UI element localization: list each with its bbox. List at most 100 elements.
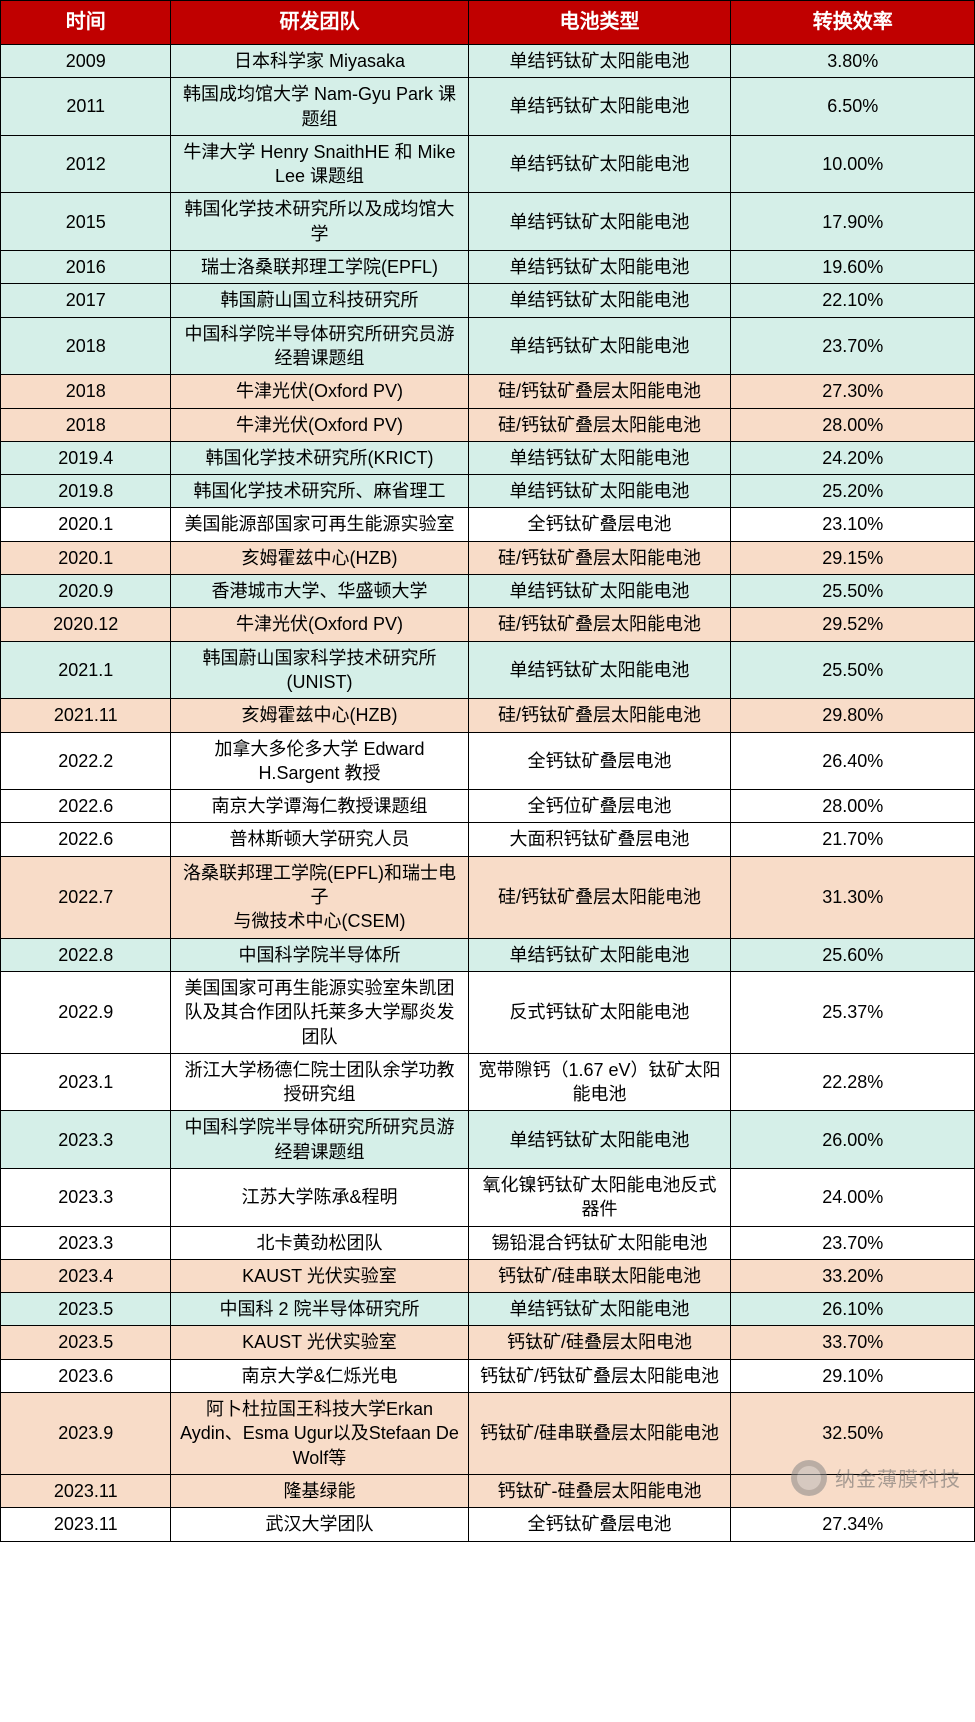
table-cell: 25.50% bbox=[731, 575, 975, 608]
table-cell: 2018 bbox=[1, 317, 171, 375]
table-row: 2023.3中国科学院半导体研究所研究员游经碧课题组单结钙钛矿太阳能电池26.0… bbox=[1, 1111, 975, 1169]
table-cell: 单结钙钛矿太阳能电池 bbox=[468, 441, 731, 474]
table-cell: KAUST 光伏实验室 bbox=[171, 1326, 468, 1359]
table-cell: 单结钙钛矿太阳能电池 bbox=[468, 1111, 731, 1169]
table-cell: 美国能源部国家可再生能源实验室 bbox=[171, 508, 468, 541]
table-cell: 武汉大学团队 bbox=[171, 1508, 468, 1541]
table-cell: 牛津大学 Henry SnaithHE 和 Mike Lee 课题组 bbox=[171, 135, 468, 193]
table-cell: 28.00% bbox=[731, 790, 975, 823]
table-cell: 23.70% bbox=[731, 1226, 975, 1259]
table-cell: 23.10% bbox=[731, 508, 975, 541]
table-cell: 25.37% bbox=[731, 971, 975, 1053]
table-cell: 3.80% bbox=[731, 45, 975, 78]
table-cell: 单结钙钛矿太阳能电池 bbox=[468, 193, 731, 251]
table-cell: 23.70% bbox=[731, 317, 975, 375]
table-cell: 牛津光伏(Oxford PV) bbox=[171, 375, 468, 408]
table-row: 2015韩国化学技术研究所以及成均馆大学单结钙钛矿太阳能电池17.90% bbox=[1, 193, 975, 251]
table-row: 2018牛津光伏(Oxford PV)硅/钙钛矿叠层太阳能电池28.00% bbox=[1, 408, 975, 441]
table-cell: 江苏大学陈承&程明 bbox=[171, 1168, 468, 1226]
table-body: 2009日本科学家 Miyasaka单结钙钛矿太阳能电池3.80%2011韩国成… bbox=[1, 45, 975, 1542]
table-cell: 加拿大多伦多大学 Edward H.Sargent 教授 bbox=[171, 732, 468, 790]
table-row: 2023.5KAUST 光伏实验室钙钛矿/硅叠层太阳电池33.70% bbox=[1, 1326, 975, 1359]
col-header-1: 研发团队 bbox=[171, 1, 468, 45]
table-cell: 2020.9 bbox=[1, 575, 171, 608]
table-cell: 韩国成均馆大学 Nam-Gyu Park 课题组 bbox=[171, 78, 468, 136]
table-cell: 17.90% bbox=[731, 193, 975, 251]
table-row: 2019.8韩国化学技术研究所、麻省理工单结钙钛矿太阳能电池25.20% bbox=[1, 475, 975, 508]
table-cell: 中国科学院半导体所 bbox=[171, 938, 468, 971]
table-cell: 10.00% bbox=[731, 135, 975, 193]
table-cell: 氧化镍钙钛矿太阳能电池反式器件 bbox=[468, 1168, 731, 1226]
table-cell: 日本科学家 Miyasaka bbox=[171, 45, 468, 78]
table-cell: 29.10% bbox=[731, 1359, 975, 1392]
table-cell: 33.20% bbox=[731, 1259, 975, 1292]
table-cell: 2015 bbox=[1, 193, 171, 251]
table-row: 2009日本科学家 Miyasaka单结钙钛矿太阳能电池3.80% bbox=[1, 45, 975, 78]
table-cell: 26.40% bbox=[731, 732, 975, 790]
table-row: 2022.8中国科学院半导体所单结钙钛矿太阳能电池25.60% bbox=[1, 938, 975, 971]
table-cell: 21.70% bbox=[731, 823, 975, 856]
table-cell: 南京大学谭海仁教授课题组 bbox=[171, 790, 468, 823]
table-cell: 2023.6 bbox=[1, 1359, 171, 1392]
table-cell: 2011 bbox=[1, 78, 171, 136]
table-cell: 大面积钙钛矿叠层电池 bbox=[468, 823, 731, 856]
table-cell: 2023.9 bbox=[1, 1393, 171, 1475]
table-cell: 2018 bbox=[1, 408, 171, 441]
table-cell: 单结钙钛矿太阳能电池 bbox=[468, 317, 731, 375]
table-cell: 2023.3 bbox=[1, 1168, 171, 1226]
table-cell: 6.50% bbox=[731, 78, 975, 136]
table-cell: 硅/钙钛矿叠层太阳能电池 bbox=[468, 541, 731, 574]
table-cell: 钙钛矿/硅串联叠层太阳能电池 bbox=[468, 1393, 731, 1475]
table-cell: 硅/钙钛矿叠层太阳能电池 bbox=[468, 375, 731, 408]
table-cell: 29.80% bbox=[731, 699, 975, 732]
table-row: 2018中国科学院半导体研究所研究员游经碧课题组单结钙钛矿太阳能电池23.70% bbox=[1, 317, 975, 375]
table-cell: 亥姆霍兹中心(HZB) bbox=[171, 699, 468, 732]
table-cell: 瑞士洛桑联邦理工学院(EPFL) bbox=[171, 251, 468, 284]
table-row: 2022.2加拿大多伦多大学 Edward H.Sargent 教授全钙钛矿叠层… bbox=[1, 732, 975, 790]
col-header-2: 电池类型 bbox=[468, 1, 731, 45]
table-cell: 26.00% bbox=[731, 1111, 975, 1169]
efficiency-table: 时间研发团队电池类型转换效率 2009日本科学家 Miyasaka单结钙钛矿太阳… bbox=[0, 0, 975, 1542]
table-cell: 31.30% bbox=[731, 856, 975, 938]
table-cell: 洛桑联邦理工学院(EPFL)和瑞士电子与微技术中心(CSEM) bbox=[171, 856, 468, 938]
table-cell: 牛津光伏(Oxford PV) bbox=[171, 408, 468, 441]
table-cell: 2023.11 bbox=[1, 1474, 171, 1507]
table-cell: 24.00% bbox=[731, 1168, 975, 1226]
table-cell: 2022.9 bbox=[1, 971, 171, 1053]
table-row: 2023.4KAUST 光伏实验室钙钛矿/硅串联太阳能电池33.20% bbox=[1, 1259, 975, 1292]
table-cell: 22.28% bbox=[731, 1053, 975, 1111]
table-cell: 香港城市大学、华盛顿大学 bbox=[171, 575, 468, 608]
table-cell: 韩国化学技术研究所以及成均馆大学 bbox=[171, 193, 468, 251]
table-cell: 25.60% bbox=[731, 938, 975, 971]
table-cell: 26.10% bbox=[731, 1293, 975, 1326]
table-cell: 硅/钙钛矿叠层太阳能电池 bbox=[468, 608, 731, 641]
table-cell: 全钙位矿叠层电池 bbox=[468, 790, 731, 823]
table-cell: 单结钙钛矿太阳能电池 bbox=[468, 641, 731, 699]
table-cell: 2022.6 bbox=[1, 823, 171, 856]
table-row: 2020.9香港城市大学、华盛顿大学单结钙钛矿太阳能电池25.50% bbox=[1, 575, 975, 608]
table-cell: 2023.4 bbox=[1, 1259, 171, 1292]
table-cell: 2023.3 bbox=[1, 1226, 171, 1259]
table-cell: 2020.1 bbox=[1, 541, 171, 574]
table-cell: 单结钙钛矿太阳能电池 bbox=[468, 575, 731, 608]
table-cell: 单结钙钛矿太阳能电池 bbox=[468, 938, 731, 971]
table-cell: 浙江大学杨德仁院士团队余学功教授研究组 bbox=[171, 1053, 468, 1111]
table-cell: 32.50% bbox=[731, 1393, 975, 1475]
table-cell: 27.30% bbox=[731, 375, 975, 408]
table-cell: 韩国蔚山国立科技研究所 bbox=[171, 284, 468, 317]
table-cell: 单结钙钛矿太阳能电池 bbox=[468, 135, 731, 193]
table-cell: 25.50% bbox=[731, 641, 975, 699]
table-cell: 2019.8 bbox=[1, 475, 171, 508]
table-row: 2020.1美国能源部国家可再生能源实验室全钙钛矿叠层电池23.10% bbox=[1, 508, 975, 541]
table-cell: 2019.4 bbox=[1, 441, 171, 474]
table-cell: 2017 bbox=[1, 284, 171, 317]
table-cell: 19.60% bbox=[731, 251, 975, 284]
table-cell: 硅/钙钛矿叠层太阳能电池 bbox=[468, 699, 731, 732]
table-cell: 全钙钛矿叠层电池 bbox=[468, 732, 731, 790]
table-cell: 单结钙钛矿太阳能电池 bbox=[468, 45, 731, 78]
table-cell: 中国科学院半导体研究所研究员游经碧课题组 bbox=[171, 317, 468, 375]
table-cell: 钙钛矿/硅叠层太阳电池 bbox=[468, 1326, 731, 1359]
table-row: 2022.6南京大学谭海仁教授课题组全钙位矿叠层电池28.00% bbox=[1, 790, 975, 823]
table-cell: 阿卜杜拉国王科技大学Erkan Aydin、Esma Ugur以及Stefaan… bbox=[171, 1393, 468, 1475]
table-header-row: 时间研发团队电池类型转换效率 bbox=[1, 1, 975, 45]
